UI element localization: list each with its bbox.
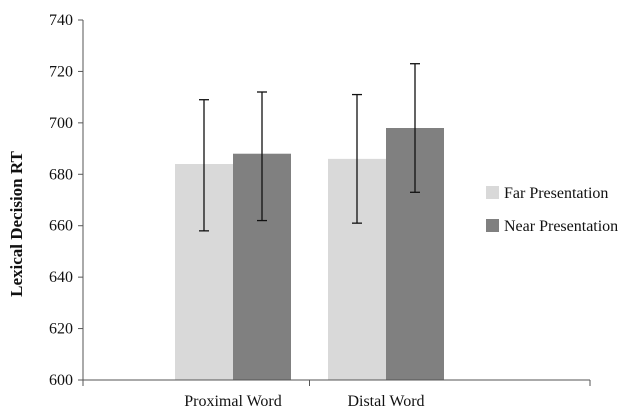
y-tick-label: 600 bbox=[49, 372, 73, 389]
legend-swatch bbox=[486, 219, 499, 232]
y-tick-label: 740 bbox=[49, 12, 73, 29]
x-category-label: Distal Word bbox=[347, 393, 424, 410]
error-bars bbox=[199, 63, 420, 232]
legend: Far Presentation Near Presentation bbox=[486, 185, 618, 235]
y-tick-label: 700 bbox=[49, 115, 73, 132]
legend-label: Far Presentation bbox=[504, 185, 608, 202]
y-tick-labels: 600 620 640 660 680 700 720 740 bbox=[49, 12, 73, 389]
axes bbox=[78, 19, 591, 386]
y-tick-label: 620 bbox=[49, 321, 73, 338]
y-axis-label: Lexical Decision RT bbox=[7, 150, 26, 296]
legend-swatch bbox=[486, 186, 499, 199]
y-tick-label: 640 bbox=[49, 269, 73, 286]
y-tick-label: 660 bbox=[49, 218, 73, 235]
y-tick-label: 720 bbox=[49, 63, 73, 80]
y-tick-label: 680 bbox=[49, 166, 73, 183]
category-labels: Proximal Word Distal Word bbox=[184, 393, 424, 410]
legend-label: Near Presentation bbox=[504, 218, 618, 235]
x-category-label: Proximal Word bbox=[184, 393, 282, 410]
bars bbox=[175, 128, 444, 380]
